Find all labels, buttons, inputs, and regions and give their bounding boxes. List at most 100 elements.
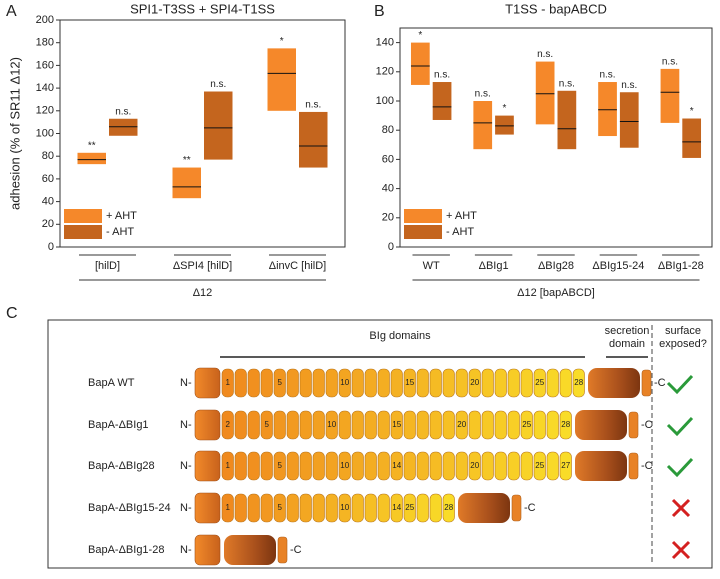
secretion-domain (458, 493, 510, 523)
protein-label: BapA-ΔBIg1 (88, 419, 149, 431)
legend-label: - AHT (106, 226, 134, 238)
domain-number: 27 (561, 461, 570, 470)
y-tick-label: 120 (376, 66, 394, 78)
big-domain (325, 493, 338, 523)
big-domain (403, 451, 416, 481)
y-tick-label: 100 (376, 95, 394, 107)
x-tick-label: ΔinvC [hilD] (269, 260, 326, 272)
big-domain (481, 410, 494, 440)
panel-label: C (6, 305, 18, 322)
big-domain (377, 493, 390, 523)
box (410, 42, 430, 85)
big-domain (338, 368, 351, 398)
box (619, 92, 639, 148)
big-domain (533, 451, 546, 481)
domain-number: 25 (535, 461, 544, 470)
group-label: Δ12 (193, 287, 213, 299)
big-domain (455, 451, 468, 481)
big-domain (247, 368, 260, 398)
y-tick-label: 40 (382, 183, 394, 195)
box (598, 82, 617, 137)
cross-mark (671, 498, 691, 518)
secretion-domain (575, 451, 627, 481)
y-tick-label: 40 (42, 196, 54, 208)
panel-frame (47, 319, 713, 569)
domain-number: 15 (392, 420, 401, 429)
big-domain (546, 410, 559, 440)
big-domain (377, 410, 390, 440)
box (682, 118, 702, 158)
check-mark (666, 374, 694, 395)
significance-label: n.s. (559, 78, 575, 89)
legend-label: + AHT (446, 210, 477, 222)
big-domain (234, 410, 247, 440)
big-domain (507, 410, 520, 440)
legend-label: + AHT (106, 210, 137, 222)
big-domain (507, 451, 520, 481)
big-domain (468, 451, 481, 481)
big-domain (234, 368, 247, 398)
big-domain (286, 451, 299, 481)
y-tick-label: 180 (36, 37, 54, 49)
plot-frame (399, 27, 713, 248)
domains-header: BIg domains (369, 330, 431, 342)
x-tick-label: ΔBIg15-24 (592, 260, 644, 272)
big-domain (273, 368, 286, 398)
significance-label: n.s. (475, 89, 491, 100)
significance-label: * (418, 30, 422, 41)
legend-swatch (404, 209, 442, 223)
big-domain (221, 451, 234, 481)
big-domain (221, 493, 234, 523)
big-domain (390, 368, 403, 398)
big-domain (260, 493, 273, 523)
exposed-header: surface (665, 325, 701, 337)
n-terminus-label: N- (180, 544, 192, 556)
big-domain (390, 493, 403, 523)
domain-number: 20 (470, 461, 479, 470)
big-domain (299, 410, 312, 440)
big-domain (416, 493, 429, 523)
big-domain (507, 368, 520, 398)
protein-label: BapA WT (88, 377, 135, 389)
domain-number: 1 (226, 461, 231, 470)
big-domain (533, 410, 546, 440)
big-domain (494, 410, 507, 440)
big-domain (221, 368, 234, 398)
big-domain (481, 451, 494, 481)
big-domain (468, 410, 481, 440)
big-domain (325, 368, 338, 398)
big-domain (455, 410, 468, 440)
domain-number: 5 (265, 420, 270, 429)
big-domain (442, 410, 455, 440)
x-tick-label: ΔBIg1 (479, 260, 509, 272)
big-domain (364, 368, 377, 398)
box (204, 91, 233, 160)
big-domain (403, 410, 416, 440)
domain-number: 1 (226, 378, 231, 387)
y-tick-label: 80 (382, 124, 394, 136)
big-domain (416, 451, 429, 481)
n-terminus-label: N- (180, 460, 192, 472)
domain-number: 15 (405, 378, 414, 387)
domain-number: 14 (392, 503, 401, 512)
significance-label: n.s. (115, 106, 131, 117)
big-domain (260, 368, 273, 398)
big-domain (338, 451, 351, 481)
big-domain (338, 410, 351, 440)
big-domain (455, 368, 468, 398)
domain-number: 25 (522, 420, 531, 429)
big-domain (429, 493, 442, 523)
domain-number: 25 (535, 378, 544, 387)
box (473, 101, 493, 150)
domain-number: 1 (226, 503, 231, 512)
legend-label: - AHT (446, 226, 474, 238)
y-tick-label: 120 (36, 105, 54, 117)
big-domain (442, 493, 455, 523)
check-mark (666, 416, 694, 437)
significance-label: n.s. (210, 79, 226, 90)
legend-swatch (404, 225, 442, 239)
big-domain (520, 451, 533, 481)
secretion-header: domain (609, 338, 645, 350)
y-tick-label: 0 (48, 241, 54, 253)
panel-label: A (6, 3, 17, 20)
